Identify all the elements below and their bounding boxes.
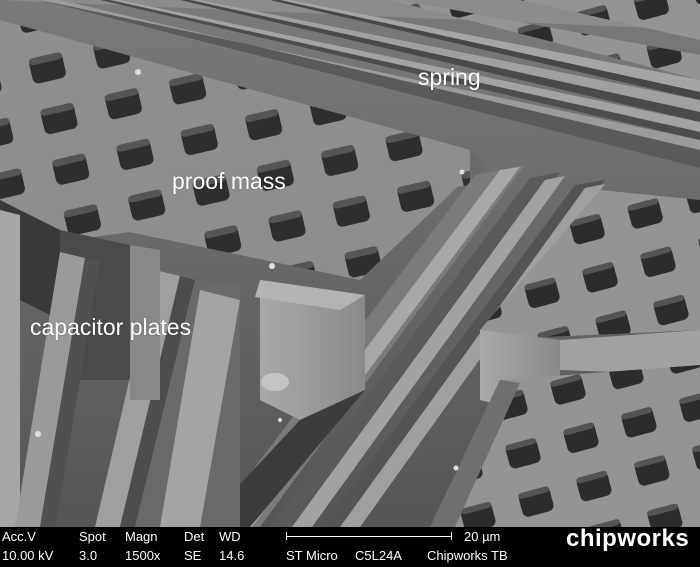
scale-bar-tick-right bbox=[451, 532, 452, 540]
det-label: Det bbox=[184, 529, 205, 544]
spring-beams bbox=[0, 0, 700, 168]
magn-label: Magn bbox=[125, 529, 158, 544]
scale-bar bbox=[286, 536, 451, 537]
sem-info-bar: Acc.V 10.00 kV Spot 3.0 Magn 1500x Det S… bbox=[0, 527, 700, 567]
det-value: SE bbox=[184, 548, 202, 563]
sample-operator: Chipworks TB bbox=[427, 548, 508, 563]
scale-bar-label: 20 µm bbox=[464, 529, 501, 544]
acc-v-label: Acc.V bbox=[2, 529, 36, 544]
central-pillar bbox=[200, 280, 365, 527]
right-perforated-blocks bbox=[430, 190, 700, 527]
spring-label: spring bbox=[418, 64, 481, 90]
spot-label: Spot bbox=[79, 529, 106, 544]
scale-bar-tick-left bbox=[286, 532, 287, 540]
debris-particles bbox=[35, 69, 465, 471]
acc-v-value: 10.00 kV bbox=[2, 548, 54, 563]
wd-value: 14.6 bbox=[219, 548, 245, 563]
spot-value: 3.0 bbox=[79, 548, 98, 563]
chipworks-logo: chipworks bbox=[566, 525, 690, 552]
capacitor-plates-label: capacitor plates bbox=[30, 314, 192, 340]
proof-mass-label: proof mass bbox=[172, 168, 286, 194]
sample-id: C5L24A bbox=[355, 548, 402, 563]
sample-maker: ST Micro bbox=[286, 548, 338, 563]
capacitor-plates bbox=[0, 200, 240, 527]
wd-label: WD bbox=[219, 529, 241, 544]
magn-value: 1500x bbox=[125, 548, 161, 563]
sem-micrograph bbox=[0, 0, 700, 527]
